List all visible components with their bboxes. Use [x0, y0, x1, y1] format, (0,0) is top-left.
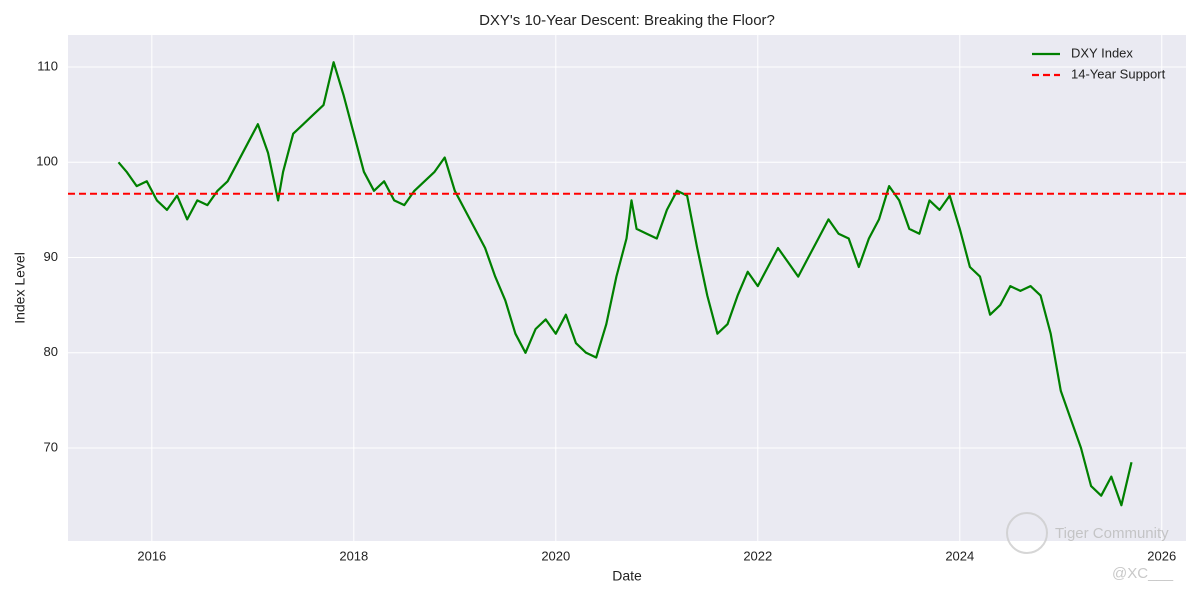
x-axis-label: Date	[612, 568, 642, 584]
x-tick-label: 2026	[1147, 548, 1176, 563]
marks	[68, 61, 1186, 507]
legend-label: DXY Index	[1071, 45, 1133, 60]
x-tick-label: 2016	[137, 548, 166, 563]
x-tick-label: 2018	[339, 548, 368, 563]
x-tick-label: 2022	[743, 548, 772, 563]
chart-title: DXY's 10-Year Descent: Breaking the Floo…	[479, 12, 775, 29]
grid: 70 80 90 100 110 2016 2018 2020 2022 2024 2026	[36, 35, 1186, 563]
plot-area	[68, 35, 1186, 541]
y-tick-label: 70	[44, 439, 58, 454]
watermark: Tiger Community	[1055, 525, 1169, 542]
legend: DXY Index 14-Year Support	[1032, 45, 1166, 81]
y-tick-label: 90	[44, 249, 58, 264]
x-tick-label: 2020	[541, 548, 570, 563]
watermark-logo	[1006, 512, 1048, 554]
line	[117, 61, 1133, 507]
y-tick-label: 110	[37, 58, 58, 73]
x-tick-label: 2024	[945, 548, 974, 563]
legend-label: 14-Year Support	[1071, 66, 1166, 81]
watermark: @XC___	[1112, 565, 1174, 582]
y-axis-label: Index Level	[12, 252, 28, 324]
y-tick-label: 100	[36, 154, 58, 169]
y-tick-label: 80	[44, 344, 58, 359]
